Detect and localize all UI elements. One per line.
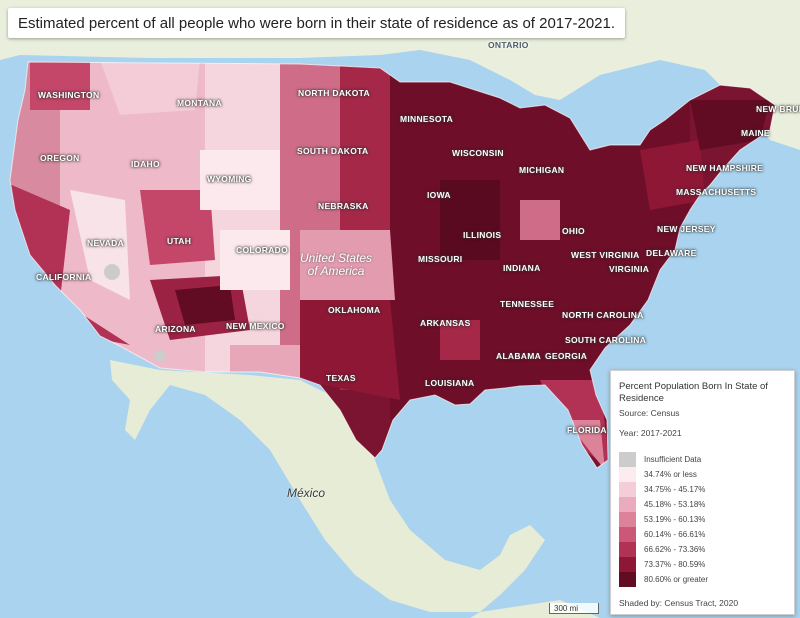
scale-bar: 300 mi (549, 603, 599, 614)
legend-swatch (619, 527, 636, 542)
label-oregon: OREGON (40, 153, 80, 163)
label-iowa: IOWA (427, 190, 451, 200)
label-wyoming: WYOMING (207, 174, 252, 184)
label-colorado: COLORADO (236, 245, 288, 255)
legend-swatch (619, 557, 636, 572)
map-title: Estimated percent of all people who were… (8, 8, 626, 38)
label-alabama: ALABAMA (496, 351, 542, 361)
label-new-brunswick: NEW BRUN (756, 104, 800, 114)
label-ohio: OHIO (562, 226, 585, 236)
label-indiana: INDIANA (503, 263, 541, 273)
label-oklahoma: OKLAHOMA (328, 305, 381, 315)
legend-source: Source: Census (619, 408, 680, 418)
label-tennessee: TENNESSEE (500, 299, 555, 309)
legend-title: Percent Population Born In State of Resi… (619, 381, 768, 404)
label-delaware: DELAWARE (646, 248, 697, 258)
label-idaho: IDAHO (131, 159, 160, 169)
label-nebraska: NEBRASKA (318, 201, 369, 211)
label-minnesota: MINNESOTA (400, 114, 454, 124)
legend-swatch (619, 542, 636, 557)
label-utah: UTAH (167, 236, 192, 246)
legend-item: 66.62% - 73.36% (619, 542, 789, 557)
label-louisiana: LOUISIANA (425, 378, 475, 388)
label-mexico: México (287, 486, 326, 500)
legend-item-label: 53.19% - 60.13% (644, 515, 706, 524)
us-outline (9, 61, 776, 469)
label-united-states: United States of America (300, 252, 372, 278)
legend-item: 80.60% or greater (619, 572, 789, 587)
label-wisconsin: WISCONSIN (452, 148, 504, 158)
mexico-land (110, 360, 545, 612)
label-arizona: ARIZONA (155, 324, 196, 334)
legend-swatch (619, 452, 636, 467)
label-north-dakota: NORTH DAKOTA (298, 88, 370, 98)
label-maine: MAINE (741, 128, 770, 138)
label-south-dakota: SOUTH DAKOTA (297, 146, 369, 156)
label-montana: MONTANA (177, 98, 222, 108)
label-united-states-line2: of America (307, 264, 365, 278)
label-united-states-line1: United States (300, 251, 373, 265)
label-nevada: NEVADA (87, 238, 125, 248)
label-new-hampshire: NEW HAMPSHIRE (686, 163, 764, 173)
legend-item: 34.75% - 45.17% (619, 482, 789, 497)
label-new-mexico: NEW MEXICO (226, 321, 285, 331)
label-illinois: ILLINOIS (463, 230, 502, 240)
legend-item: 45.18% - 53.18% (619, 497, 789, 512)
legend-swatch (619, 512, 636, 527)
label-florida: FLORIDA (567, 425, 607, 435)
label-south-carolina: SOUTH CAROLINA (565, 335, 647, 345)
legend-item-label: 66.62% - 73.36% (644, 545, 706, 554)
legend-item-label: 34.75% - 45.17% (644, 485, 706, 494)
legend-item: 34.74% or less (619, 467, 789, 482)
label-virginia: VIRGINIA (609, 264, 650, 274)
label-michigan: MICHIGAN (519, 165, 565, 175)
label-california: CALIFORNIA (36, 272, 92, 282)
label-texas: TEXAS (326, 373, 356, 383)
legend-item: 73.37% - 80.59% (619, 557, 789, 572)
label-north-carolina: NORTH CAROLINA (562, 310, 644, 320)
label-washington: WASHINGTON (38, 90, 100, 100)
legend-item-label: 34.74% or less (644, 470, 697, 479)
legend-item-label: 73.37% - 80.59% (644, 560, 706, 569)
legend-item: Insufficient Data (619, 452, 789, 467)
legend-panel: Percent Population Born In State of Resi… (610, 370, 795, 615)
legend-swatch (619, 467, 636, 482)
legend-item-label: Insufficient Data (644, 455, 702, 464)
legend-item: 53.19% - 60.13% (619, 512, 789, 527)
legend-shaded-by: Shaded by: Census Tract, 2020 (619, 598, 739, 608)
label-west-virginia: WEST VIRGINIA (571, 250, 640, 260)
label-arkansas: ARKANSAS (420, 318, 471, 328)
legend-swatch (619, 497, 636, 512)
label-georgia: GEORGIA (545, 351, 588, 361)
legend-item-label: 45.18% - 53.18% (644, 500, 706, 509)
legend-swatch (619, 482, 636, 497)
label-massachusetts: MASSACHUSETTS (676, 187, 757, 197)
label-new-jersey: NEW JERSEY (657, 224, 716, 234)
label-missouri: MISSOURI (418, 254, 463, 264)
legend-item: 60.14% - 66.61% (619, 527, 789, 542)
legend-items: Insufficient Data 34.74% or less 34.75% … (619, 452, 789, 587)
legend-year: Year: 2017-2021 (619, 428, 682, 438)
legend-item-label: 60.14% - 66.61% (644, 530, 706, 539)
label-ontario: ONTARIO (488, 40, 529, 50)
legend-item-label: 80.60% or greater (644, 575, 709, 584)
legend-swatch (619, 572, 636, 587)
